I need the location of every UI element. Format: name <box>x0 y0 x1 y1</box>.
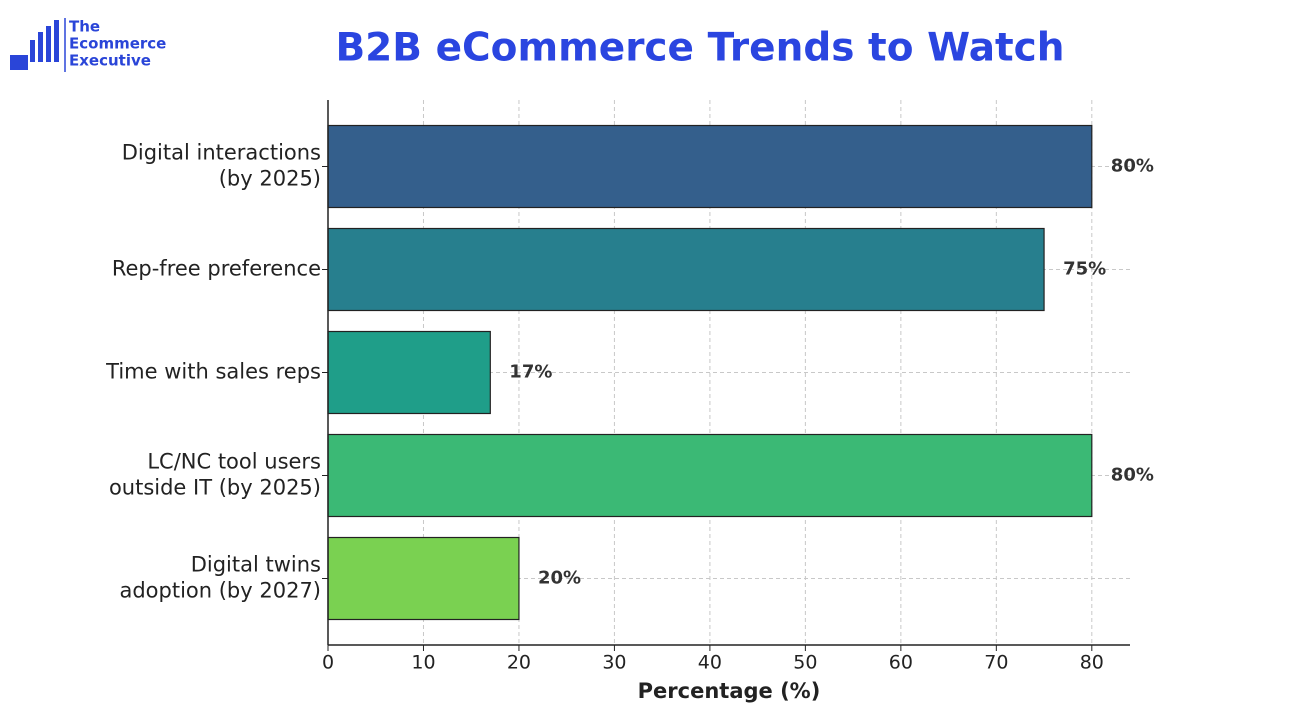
x-tick-label: 10 <box>411 652 435 674</box>
value-label: 17% <box>509 362 552 383</box>
value-label: 80% <box>1111 465 1154 486</box>
value-label: 75% <box>1063 259 1106 280</box>
value-label: 20% <box>538 568 581 589</box>
logo-icon <box>46 26 51 62</box>
y-tick-label: Digital twins adoption (by 2027) <box>119 553 321 603</box>
x-tick-label: 40 <box>698 652 722 674</box>
logo-icon <box>38 32 43 62</box>
x-tick-label: 60 <box>889 652 913 674</box>
bar <box>327 536 520 621</box>
x-axis-label: Percentage (%) <box>638 679 821 703</box>
logo-text: The <box>69 18 100 36</box>
bar <box>327 330 491 415</box>
bar <box>327 433 1093 518</box>
y-tick-label: Time with sales reps <box>105 360 321 384</box>
y-tick-label: Rep-free preference <box>112 257 321 281</box>
y-tick-label: LC/NC tool users outside IT (by 2025) <box>109 450 321 500</box>
logo-icon <box>54 20 59 62</box>
x-tick-label: 20 <box>507 652 531 674</box>
value-label: 80% <box>1111 156 1154 177</box>
y-tick-label: Digital interactions (by 2025) <box>122 141 321 191</box>
chart-title: B2B eCommerce Trends to Watch <box>335 26 1064 71</box>
bar <box>327 124 1093 209</box>
x-tick-label: 70 <box>984 652 1008 674</box>
logo: The Ecommerce Executive <box>10 18 166 72</box>
logo-icon <box>30 40 35 62</box>
logo-text: Ecommerce <box>69 35 166 53</box>
x-tick-label: 80 <box>1080 652 1104 674</box>
logo-icon <box>10 55 28 70</box>
bar <box>327 227 1045 312</box>
x-tick-label: 30 <box>602 652 626 674</box>
x-tick-label: 0 <box>322 652 334 674</box>
logo-text: Executive <box>69 52 151 70</box>
x-tick-label: 50 <box>793 652 817 674</box>
